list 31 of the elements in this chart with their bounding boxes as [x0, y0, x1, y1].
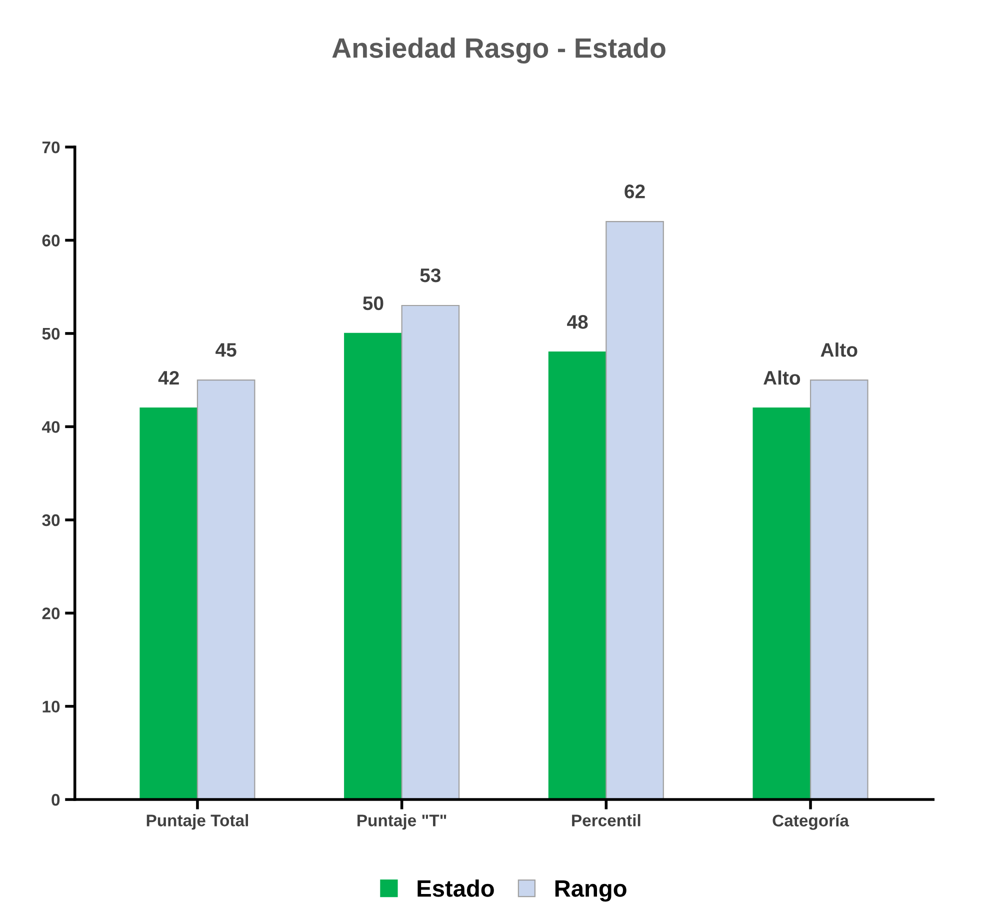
chart-title: Ansiedad Rasgo - Estado [332, 38, 666, 64]
y-tick-label: 60 [42, 234, 60, 246]
bar [401, 304, 460, 800]
y-tick-label: 20 [42, 608, 60, 620]
legend-label: Rango [555, 880, 626, 902]
data-label: 45 [216, 343, 236, 357]
y-tick-label: 0 [52, 794, 60, 806]
bar [140, 407, 198, 800]
legend-label: Estado [418, 880, 494, 897]
data-label: 53 [420, 268, 441, 282]
bar [196, 380, 256, 800]
data-label: Alto [763, 370, 800, 385]
y-tick-label: 40 [42, 421, 60, 433]
bar [344, 332, 402, 800]
data-label: 62 [624, 184, 645, 198]
bar [606, 221, 664, 800]
data-label: Alto [820, 342, 858, 357]
data-label: 50 [362, 296, 384, 310]
x-tick-label: Categoría [772, 814, 850, 830]
bar [810, 380, 868, 800]
x-tick-label: Puntaje "T" [358, 814, 446, 830]
bar [548, 352, 607, 800]
y-tick-label: 50 [42, 328, 60, 340]
y-tick-label: 30 [42, 514, 60, 526]
data-label: 42 [158, 370, 179, 385]
x-tick-label: Percentil [572, 814, 640, 826]
x-tick-label: Puntaje Total [146, 814, 248, 830]
y-tick-label: 10 [42, 700, 60, 713]
bar [752, 407, 812, 800]
data-label: 48 [567, 315, 588, 329]
y-tick-label: 70 [42, 141, 60, 154]
